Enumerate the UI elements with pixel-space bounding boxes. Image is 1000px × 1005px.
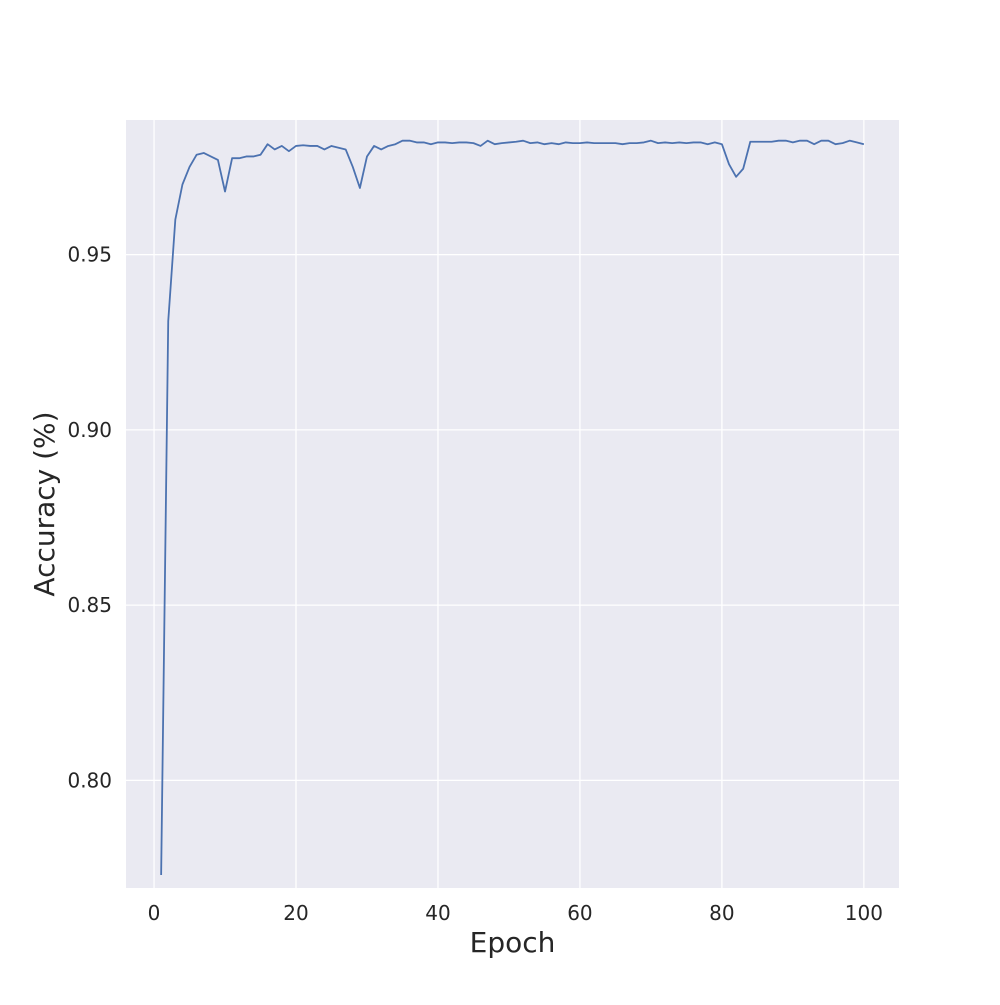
x-tick-label: 80 bbox=[709, 901, 734, 925]
x-tick-label: 60 bbox=[567, 901, 592, 925]
x-tick-label: 20 bbox=[283, 901, 308, 925]
y-tick-label: 0.85 bbox=[67, 593, 112, 617]
x-tick-label: 0 bbox=[148, 901, 161, 925]
x-axis-label: Epoch bbox=[470, 926, 556, 959]
grid-lines bbox=[126, 120, 899, 888]
y-axis-label: Accuracy (%) bbox=[28, 411, 61, 596]
y-tick-label: 0.95 bbox=[67, 243, 112, 267]
y-axis-ticks: 0.80 0.85 0.90 0.95 bbox=[67, 243, 112, 793]
plot-background bbox=[126, 120, 899, 888]
x-axis-ticks: 0 20 40 60 80 100 bbox=[148, 901, 883, 925]
x-tick-label: 100 bbox=[845, 901, 883, 925]
y-tick-label: 0.90 bbox=[67, 418, 112, 442]
x-tick-label: 40 bbox=[425, 901, 450, 925]
series-layer bbox=[160, 139, 865, 876]
accuracy-series-line bbox=[160, 139, 865, 876]
y-tick-label: 0.80 bbox=[67, 768, 112, 792]
